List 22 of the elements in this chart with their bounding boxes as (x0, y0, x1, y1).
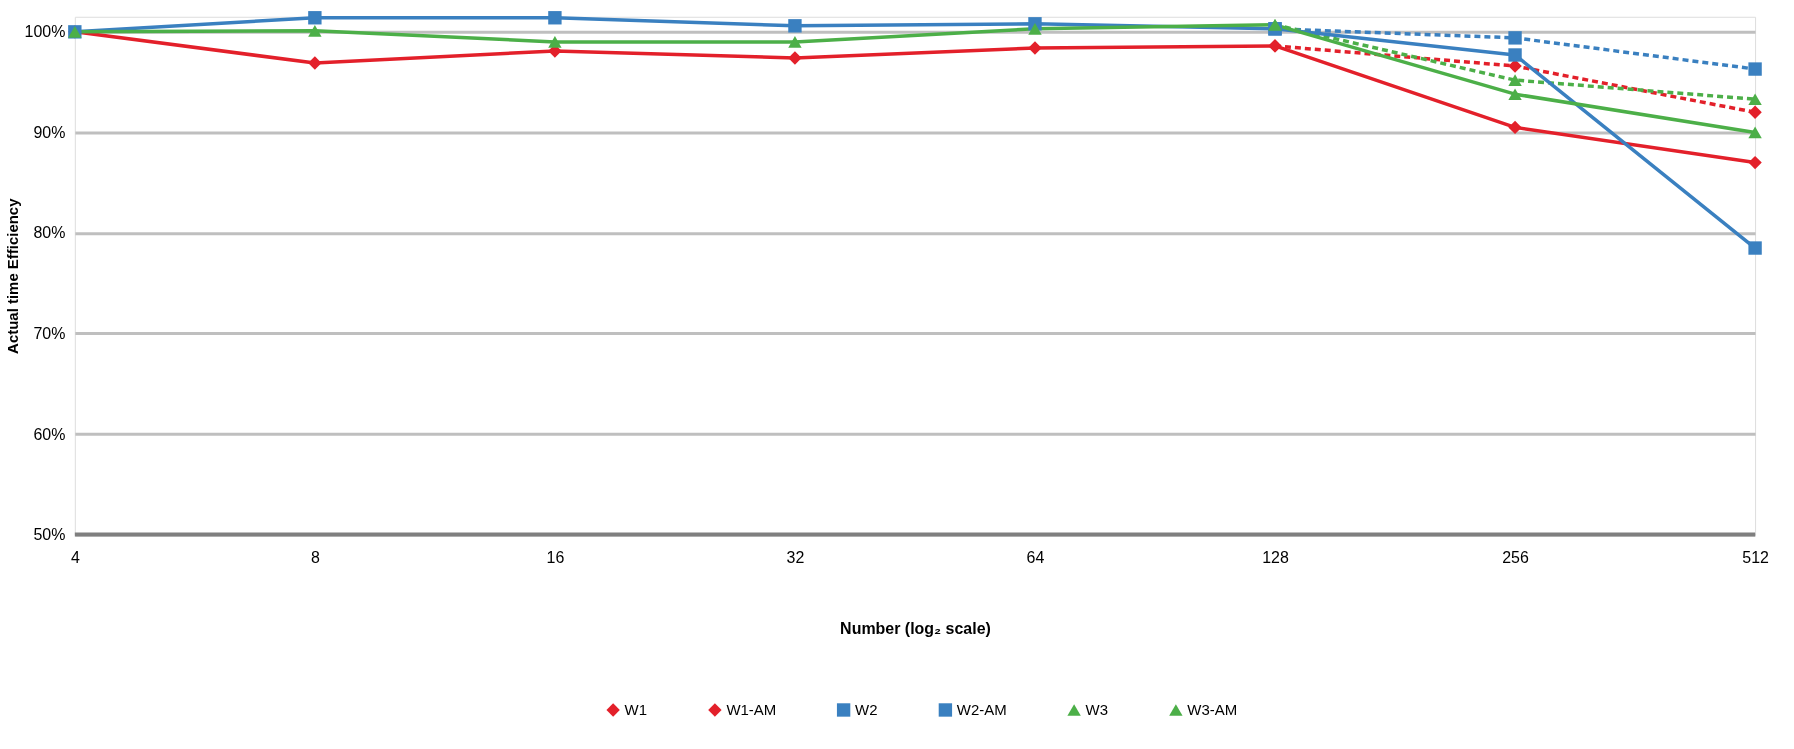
y-tick-label: 100% (24, 23, 66, 41)
y-tick-label: 90% (33, 123, 66, 141)
y-tick-label: 50% (33, 526, 66, 544)
x-tick-label: 32 (786, 549, 805, 567)
legend-label: W1 (624, 700, 648, 718)
y-tick-label: 80% (33, 224, 66, 242)
legend-label: W2 (855, 700, 878, 718)
y-tick-label: 70% (33, 325, 66, 342)
x-axis-title: Number (log₂ scale) (840, 619, 991, 637)
x-tick-label: 64 (1026, 549, 1045, 567)
y-axis-title: Actual time Efficiency (3, 197, 21, 354)
x-tick-label: 8 (310, 549, 320, 567)
x-tick-label: 256 (1502, 549, 1529, 567)
x-tick-label: 16 (546, 549, 565, 567)
legend-label: W3 (1085, 700, 1109, 718)
x-tick-label: 512 (1742, 549, 1770, 567)
x-tick-label: 128 (1262, 549, 1289, 567)
legend-label: W2-AM (956, 700, 1007, 718)
legend-label: W1-AM (726, 700, 777, 718)
legend-label: W3-AM (1187, 700, 1238, 718)
x-tick-label: 4 (70, 549, 80, 567)
y-tick-label: 60% (33, 425, 66, 443)
